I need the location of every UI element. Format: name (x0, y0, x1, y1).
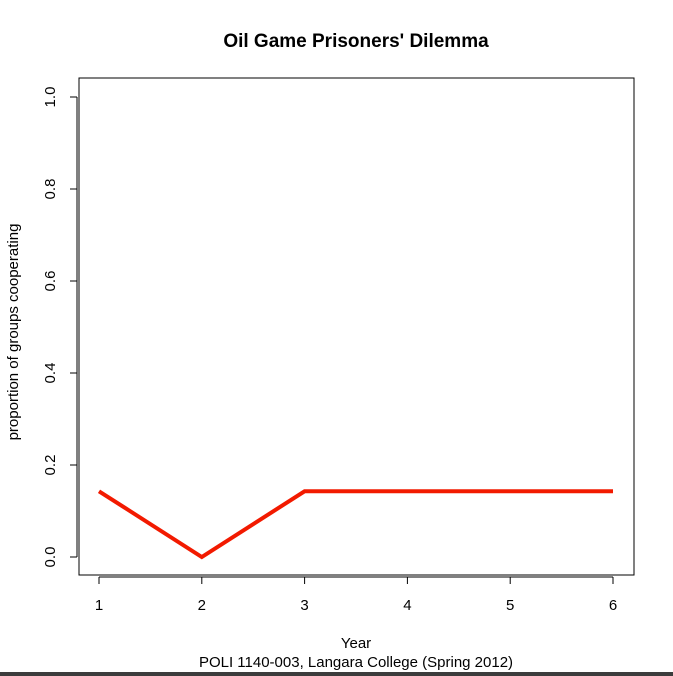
x-tick-label: 2 (198, 597, 206, 614)
x-tick-label: 3 (300, 597, 308, 614)
y-tick-label: 0.0 (42, 547, 59, 568)
series-layer (97, 489, 613, 560)
x-axis: 1 2 3 4 5 6 (95, 576, 617, 614)
series-line-0 (97, 489, 613, 560)
y-tick-label: 0.2 (42, 455, 59, 476)
y-tick-label: 0.4 (42, 363, 59, 384)
x-axis-label: Year (341, 635, 371, 652)
x-tick-label: 4 (403, 597, 411, 614)
y-tick-label: 1.0 (42, 87, 59, 108)
x-tick-label: 5 (506, 597, 514, 614)
y-tick-label: 0.6 (42, 271, 59, 292)
plot-frame (78, 77, 635, 576)
chart-title: Oil Game Prisoners' Dilemma (223, 31, 489, 52)
chart-subtitle: POLI 1140-003, Langara College (Spring 2… (199, 654, 513, 671)
y-axis: 0.0 0.2 0.4 0.6 0.8 1.0 (42, 87, 78, 568)
x-tick-label: 6 (609, 597, 617, 614)
y-tick-label: 0.8 (42, 179, 59, 200)
y-axis-label: proportion of groups cooperating (5, 224, 22, 441)
window-bottom-border (0, 672, 673, 676)
x-tick-label: 1 (95, 597, 103, 614)
